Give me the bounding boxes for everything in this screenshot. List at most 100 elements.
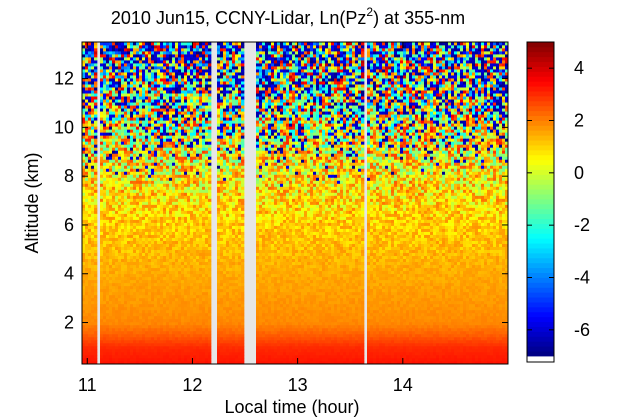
heatmap-cell [436, 276, 440, 281]
heatmap-cell [208, 285, 212, 290]
heatmap-cell [142, 258, 146, 263]
heatmap-cell [283, 252, 287, 257]
heatmap-cell [151, 351, 155, 356]
heatmap-cell [259, 321, 263, 326]
heatmap-cell [337, 282, 341, 287]
heatmap-cell [409, 327, 413, 332]
heatmap-cell [307, 267, 311, 272]
heatmap-cell [181, 330, 185, 335]
heatmap-cell [325, 309, 329, 314]
heatmap-cell [382, 306, 386, 311]
heatmap-cell [448, 315, 452, 320]
heatmap-cell [442, 264, 446, 269]
heatmap-cell [319, 252, 323, 257]
heatmap-cell [319, 360, 323, 365]
heatmap-cell [241, 318, 245, 323]
heatmap-cell [415, 276, 419, 281]
heatmap-cell [226, 297, 230, 302]
heatmap-cell [427, 273, 431, 278]
heatmap-cell [412, 252, 416, 257]
heatmap-cell [376, 288, 380, 293]
heatmap-cell [343, 306, 347, 311]
heatmap-cell [403, 360, 407, 365]
heatmap-cell [187, 252, 191, 257]
heatmap-cell [424, 327, 428, 332]
heatmap-cell [358, 354, 362, 359]
heatmap-cell [223, 288, 227, 293]
heatmap-cell [196, 279, 200, 284]
heatmap-cell [196, 339, 200, 344]
heatmap-cell [313, 360, 317, 365]
heatmap-cell [397, 318, 401, 323]
heatmap-cell [172, 291, 176, 296]
heatmap-cell [406, 297, 410, 302]
heatmap-cell [307, 318, 311, 323]
heatmap-cell [178, 336, 182, 341]
heatmap-cell [481, 252, 485, 257]
heatmap-cell [484, 360, 488, 365]
heatmap-cell [469, 264, 473, 269]
heatmap-cell [118, 318, 122, 323]
heatmap-cell [376, 285, 380, 290]
heatmap-cell [130, 336, 134, 341]
heatmap-cell [121, 258, 125, 263]
heatmap-cell [106, 357, 110, 362]
heatmap-cell [283, 336, 287, 341]
heatmap-cell [505, 285, 509, 290]
heatmap-cell [493, 330, 497, 335]
heatmap-cell [232, 327, 236, 332]
heatmap-cell [157, 330, 161, 335]
heatmap-cell [94, 336, 98, 341]
heatmap-cell [238, 339, 242, 344]
heatmap-cell [193, 297, 197, 302]
heatmap-cell [169, 309, 173, 314]
heatmap-cell [307, 315, 311, 320]
heatmap-cell [259, 339, 263, 344]
heatmap-cell [493, 339, 497, 344]
heatmap-cell [400, 330, 404, 335]
heatmap-cell [94, 282, 98, 287]
heatmap-cell [196, 294, 200, 299]
heatmap-cell [172, 267, 176, 272]
heatmap-cell [187, 273, 191, 278]
heatmap-cell [370, 327, 374, 332]
heatmap-cell [481, 291, 485, 296]
heatmap-cell [163, 345, 167, 350]
heatmap-cell [160, 306, 164, 311]
heatmap-cell [295, 285, 299, 290]
heatmap-cell [373, 330, 377, 335]
heatmap-cell [421, 282, 425, 287]
heatmap-cell [496, 309, 500, 314]
heatmap-cell [289, 315, 293, 320]
heatmap-cell [418, 270, 422, 275]
heatmap-cell [127, 324, 131, 329]
heatmap-cell [427, 285, 431, 290]
heatmap-cell [187, 282, 191, 287]
heatmap-cell [319, 351, 323, 356]
heatmap-cell [484, 327, 488, 332]
heatmap-cell [397, 336, 401, 341]
heatmap-cell [406, 273, 410, 278]
heatmap-cell [304, 339, 308, 344]
heatmap-cell [409, 339, 413, 344]
heatmap-cell [442, 336, 446, 341]
heatmap-cell [136, 312, 140, 317]
heatmap-cell [109, 300, 113, 305]
heatmap-cell [466, 279, 470, 284]
heatmap-cell [169, 333, 173, 338]
heatmap-cell [397, 276, 401, 281]
heatmap-cell [322, 303, 326, 308]
heatmap-cell [484, 306, 488, 311]
heatmap-cell [409, 318, 413, 323]
heatmap-cell [160, 270, 164, 275]
heatmap-cell [493, 252, 497, 257]
heatmap-cell [415, 342, 419, 347]
heatmap-cell [415, 273, 419, 278]
heatmap-cell [190, 306, 194, 311]
heatmap-cell [103, 321, 107, 326]
heatmap-cell [346, 312, 350, 317]
heatmap-cell [256, 357, 260, 362]
heatmap-cell [412, 303, 416, 308]
heatmap-cell [199, 342, 203, 347]
heatmap-cell [397, 309, 401, 314]
